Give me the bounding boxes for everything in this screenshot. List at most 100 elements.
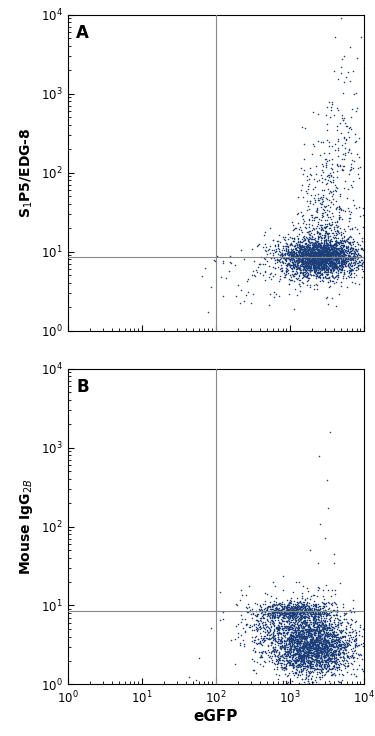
- Point: [329, 227, 335, 239]
- Point: [272, 612, 278, 624]
- Point: [284, 602, 290, 614]
- Point: [306, 625, 312, 637]
- Point: [251, 269, 257, 281]
- Point: [296, 620, 302, 631]
- Point: [302, 646, 307, 658]
- Point: [299, 630, 305, 642]
- Point: [331, 248, 337, 260]
- Point: [318, 244, 324, 256]
- Point: [279, 623, 285, 635]
- Point: [297, 596, 303, 608]
- Point: [313, 241, 319, 253]
- Point: [308, 661, 314, 673]
- Point: [272, 240, 278, 252]
- Point: [271, 648, 277, 659]
- Point: [339, 263, 345, 275]
- Point: [316, 656, 322, 668]
- Point: [291, 640, 297, 652]
- Point: [344, 233, 350, 245]
- Point: [299, 622, 305, 634]
- Point: [302, 258, 307, 270]
- Point: [354, 251, 360, 263]
- Point: [331, 248, 337, 260]
- Point: [306, 667, 312, 679]
- Point: [315, 633, 321, 645]
- Point: [312, 629, 318, 641]
- Point: [324, 649, 330, 661]
- Point: [337, 202, 343, 214]
- Point: [333, 202, 339, 213]
- Point: [299, 249, 305, 261]
- Point: [301, 241, 307, 252]
- Point: [291, 649, 297, 661]
- Point: [328, 257, 334, 269]
- Point: [348, 180, 354, 191]
- Point: [351, 250, 357, 261]
- Point: [286, 635, 292, 647]
- Point: [286, 622, 292, 634]
- Point: [316, 623, 322, 634]
- Point: [278, 633, 284, 645]
- Point: [312, 641, 318, 653]
- Point: [292, 626, 298, 638]
- Point: [326, 272, 332, 283]
- Point: [290, 658, 296, 670]
- Point: [291, 253, 297, 265]
- Point: [284, 620, 290, 632]
- Point: [273, 626, 279, 638]
- Point: [338, 240, 344, 252]
- Point: [249, 624, 255, 636]
- Point: [316, 625, 322, 637]
- Point: [322, 262, 328, 274]
- Point: [311, 643, 317, 655]
- Point: [296, 246, 302, 258]
- Point: [318, 224, 324, 236]
- Point: [311, 258, 317, 269]
- Point: [326, 260, 332, 272]
- Point: [333, 238, 339, 250]
- Point: [274, 604, 280, 615]
- Point: [290, 624, 296, 636]
- Point: [314, 220, 320, 232]
- Point: [314, 645, 320, 657]
- Point: [313, 258, 319, 270]
- Point: [306, 627, 312, 639]
- Point: [298, 255, 304, 267]
- Point: [320, 657, 326, 668]
- Point: [316, 637, 322, 649]
- Point: [318, 625, 324, 637]
- Point: [324, 291, 330, 303]
- Point: [302, 608, 307, 620]
- Point: [333, 643, 339, 655]
- Point: [343, 241, 349, 252]
- Point: [292, 283, 298, 294]
- Point: [307, 646, 313, 658]
- Point: [332, 65, 338, 77]
- Point: [321, 245, 327, 257]
- Point: [349, 276, 355, 288]
- Point: [321, 252, 327, 263]
- Point: [299, 250, 305, 261]
- Point: [319, 615, 325, 627]
- Point: [347, 243, 353, 255]
- Point: [300, 631, 306, 643]
- Point: [326, 637, 332, 648]
- Point: [326, 620, 332, 632]
- Point: [356, 648, 362, 660]
- Point: [320, 166, 326, 177]
- Point: [310, 262, 316, 274]
- Point: [340, 250, 346, 262]
- Point: [328, 196, 334, 208]
- Point: [299, 635, 305, 647]
- Point: [281, 652, 287, 664]
- Point: [332, 246, 338, 258]
- Point: [270, 610, 276, 622]
- Point: [286, 238, 292, 250]
- Point: [348, 271, 354, 283]
- Point: [305, 620, 311, 632]
- Point: [315, 194, 321, 205]
- Point: [306, 645, 312, 657]
- Point: [313, 651, 319, 662]
- Point: [322, 255, 328, 267]
- Point: [315, 657, 321, 668]
